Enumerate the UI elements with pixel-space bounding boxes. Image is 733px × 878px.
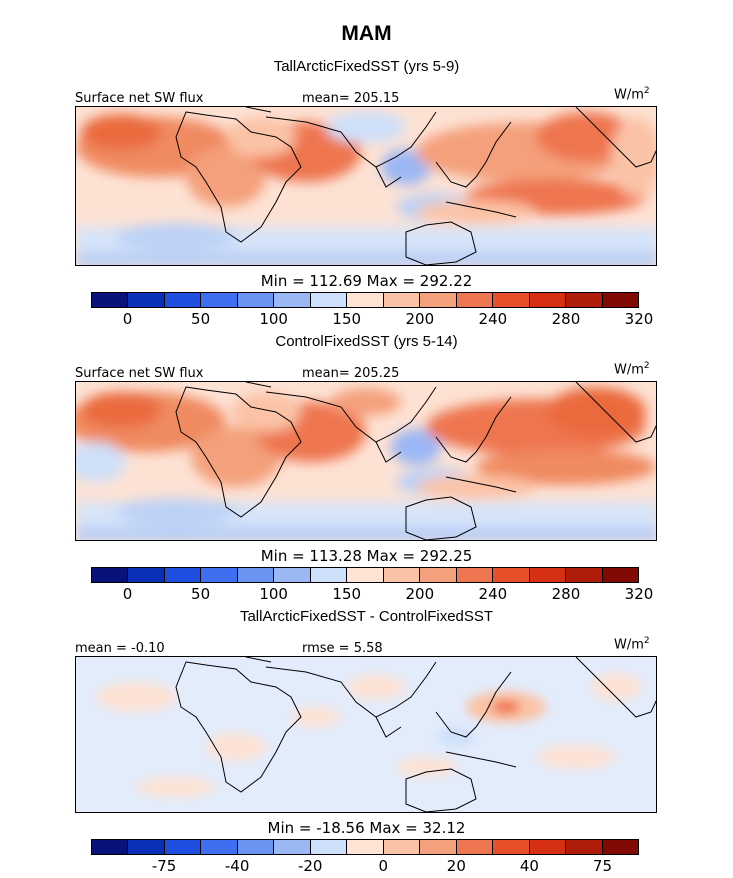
panel3-colorbar-cell: [456, 840, 494, 854]
panel3-colorbar-tick-label: -20: [297, 857, 323, 875]
panel2-colorbar-tick-label: 200: [405, 585, 435, 603]
panel1-colorbar-cell: [92, 293, 129, 307]
figure-title: MAM: [341, 22, 392, 45]
panel3-colorbar-cell: [493, 840, 530, 854]
panel1-colorbar-tick-label: 50: [191, 310, 211, 328]
panel2-colorbar-tick-label: 50: [191, 585, 211, 603]
panel1-colorbar-cell: [566, 293, 603, 307]
panel2-colorbar-cell: [237, 568, 275, 582]
panel2-colorbar-cell: [164, 568, 202, 582]
panel1-colorbar: [91, 292, 639, 308]
panel2-colorbar-cell: [420, 568, 457, 582]
panel1-subtitle: TallArcticFixedSST (yrs 5-9): [273, 58, 460, 75]
panel1-map-svg: [76, 107, 656, 265]
panel2-colorbar-cell: [92, 568, 129, 582]
panel2-map-svg: [76, 382, 656, 540]
panel1-map: [75, 106, 657, 266]
panel3-colorbar-tick-label: 75: [592, 857, 612, 875]
panel2-colorbar-cell: [566, 568, 603, 582]
panel1-colorbar-cell: [310, 293, 348, 307]
panel1-colorbar-cell: [274, 293, 311, 307]
panel3-colorbar-ticks: -75 -40 -20 0 20 40 75: [91, 857, 639, 875]
panel3-colorbar: [91, 839, 639, 855]
panel3-mean-label: mean = -0.10: [75, 641, 165, 656]
panel1-colorbar-tick-label: 100: [259, 310, 288, 328]
panel3-colorbar-tick-label: 40: [519, 857, 539, 875]
panel1-colorbar-cell: [201, 293, 238, 307]
panel1-colorbar-cell: [493, 293, 530, 307]
panel3-colorbar-cell: [274, 840, 311, 854]
panel3-units: W/m2: [614, 636, 650, 653]
panel3-colorbar-cell: [383, 840, 421, 854]
panel3-minmax: Min = -18.56 Max = 32.12: [267, 819, 466, 837]
panel2-colorbar-cell: [128, 568, 165, 582]
panel2-colorbar-tick-label: 100: [259, 585, 288, 603]
panel3-colorbar-cell: [529, 840, 567, 854]
panel2-colorbar-cell: [383, 568, 421, 582]
panel3-colorbar-cell: [347, 840, 384, 854]
panel3-colorbar-cell: [128, 840, 165, 854]
panel1-units: W/m2: [614, 86, 650, 103]
panel2-colorbar-cell: [201, 568, 238, 582]
panel2-units: W/m2: [614, 361, 650, 378]
panel1-colorbar-ticks: 0 50 100 150 200 240 280 320: [91, 310, 654, 328]
panel1-colorbar-cell: [529, 293, 567, 307]
panel3-map-svg: [76, 657, 656, 812]
panel3-colorbar-tick-label: 0: [378, 857, 389, 875]
panel3-colorbar-cell: [164, 840, 202, 854]
panel3-colorbar-cell: [602, 840, 639, 854]
panel1-colorbar-cell: [456, 293, 494, 307]
panel2-colorbar: [91, 567, 639, 583]
panel1-colorbar-tick-label: 240: [478, 310, 508, 328]
panel2-colorbar-tick-label: 150: [332, 585, 362, 603]
panel1-colorbar-cell: [420, 293, 457, 307]
panel3-colorbar-cell: [566, 840, 603, 854]
panel2-colorbar-cell: [602, 568, 639, 582]
panel2-variable-label: Surface net SW flux: [75, 366, 204, 381]
panel2-colorbar-cell: [274, 568, 311, 582]
panel1-colorbar-cell: [237, 293, 275, 307]
panel2-colorbar-cell: [310, 568, 348, 582]
panel3-rmse-label: rmse = 5.58: [302, 641, 383, 656]
panel3-colorbar-cell: [201, 840, 238, 854]
panel1-colorbar-tick-label: 280: [551, 310, 581, 328]
panel2-colorbar-tick-label: 320: [624, 585, 654, 603]
panel1-colorbar-cell: [383, 293, 421, 307]
panel3-colorbar-tick-label: -75: [151, 857, 177, 875]
panel3-colorbar-tick-label: -40: [224, 857, 250, 875]
panel3-subtitle: TallArcticFixedSST - ControlFixedSST: [239, 608, 494, 625]
panel2-colorbar-cell: [493, 568, 530, 582]
panel3-colorbar-cell: [237, 840, 275, 854]
panel1-colorbar-cell: [347, 293, 384, 307]
panel2-colorbar-cell: [529, 568, 567, 582]
panel1-colorbar-tick-label: 200: [405, 310, 435, 328]
panel2-mean-label: mean= 205.25: [302, 366, 400, 381]
panel1-colorbar-cell: [164, 293, 202, 307]
panel1-colorbar-tick-label: 320: [624, 310, 654, 328]
panel2-colorbar-ticks: 0 50 100 150 200 240 280 320: [91, 585, 654, 603]
panel3-map: [75, 656, 657, 813]
panel1-colorbar-tick-label: 0: [122, 310, 133, 328]
panel1-colorbar-cell: [128, 293, 165, 307]
panel3-colorbar-cell: [310, 840, 348, 854]
panel2-colorbar-cell: [347, 568, 384, 582]
panel1-colorbar-cell: [602, 293, 639, 307]
panel2-colorbar-tick-label: 280: [551, 585, 581, 603]
panel1-mean-label: mean= 205.15: [302, 91, 400, 106]
panel2-colorbar-tick-label: 0: [122, 585, 133, 603]
panel2-subtitle: ControlFixedSST (yrs 5-14): [275, 333, 458, 350]
panel2-minmax: Min = 113.28 Max = 292.25: [260, 547, 473, 565]
panel1-variable-label: Surface net SW flux: [75, 91, 204, 106]
panel3-colorbar-tick-label: 20: [446, 857, 466, 875]
panel2-colorbar-cell: [456, 568, 494, 582]
panel3-colorbar-cell: [420, 840, 457, 854]
panel2-colorbar-tick-label: 240: [478, 585, 508, 603]
panel3-colorbar-cell: [92, 840, 129, 854]
panel2-map: [75, 381, 657, 541]
panel1-colorbar-tick-label: 150: [332, 310, 362, 328]
panel1-minmax: Min = 112.69 Max = 292.22: [260, 272, 473, 290]
